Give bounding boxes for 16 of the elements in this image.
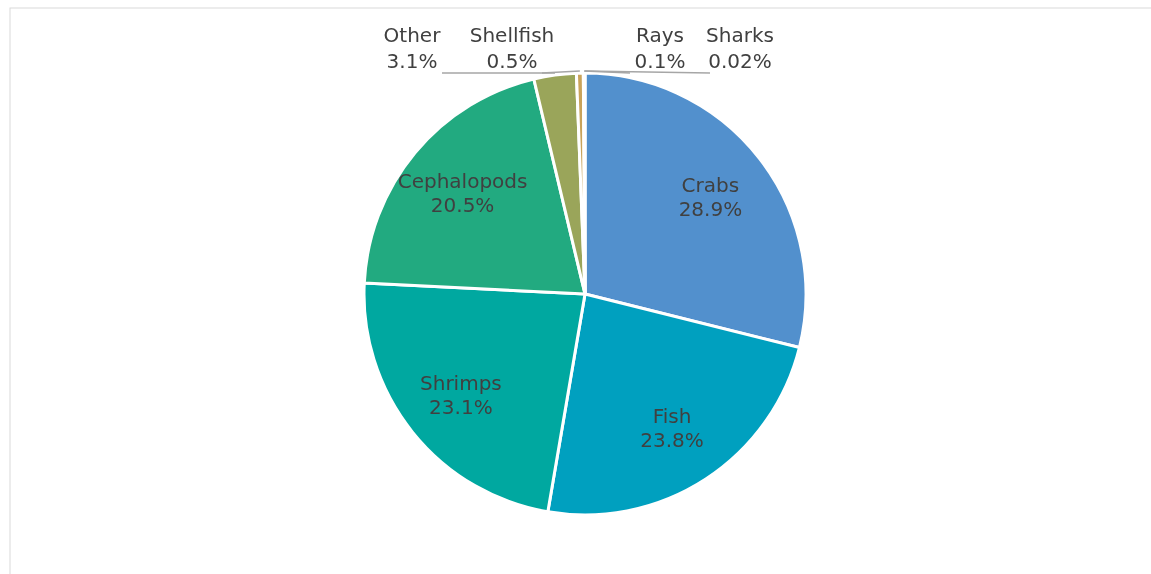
data-label: 28.9% (678, 197, 743, 222)
slice-label: Sharks (706, 23, 774, 47)
data-label: 23.1% (429, 394, 493, 419)
data-label: 0.1% (634, 49, 686, 73)
data-label: 23.8% (640, 428, 704, 453)
data-label: 3.1% (386, 49, 438, 73)
data-label: 0.5% (486, 49, 538, 73)
data-label: 20.5% (430, 193, 495, 218)
slice-label: Shrimps (420, 370, 502, 395)
slice-label: Shellfish (469, 23, 555, 47)
slice-label: Rays (636, 23, 684, 47)
slice-label: Crabs (681, 173, 740, 198)
data-label: 0.02% (708, 49, 772, 73)
slice-label: Fish (652, 404, 692, 429)
slice-label: Other (383, 23, 442, 47)
slice-label: Cephalopods (397, 169, 528, 194)
